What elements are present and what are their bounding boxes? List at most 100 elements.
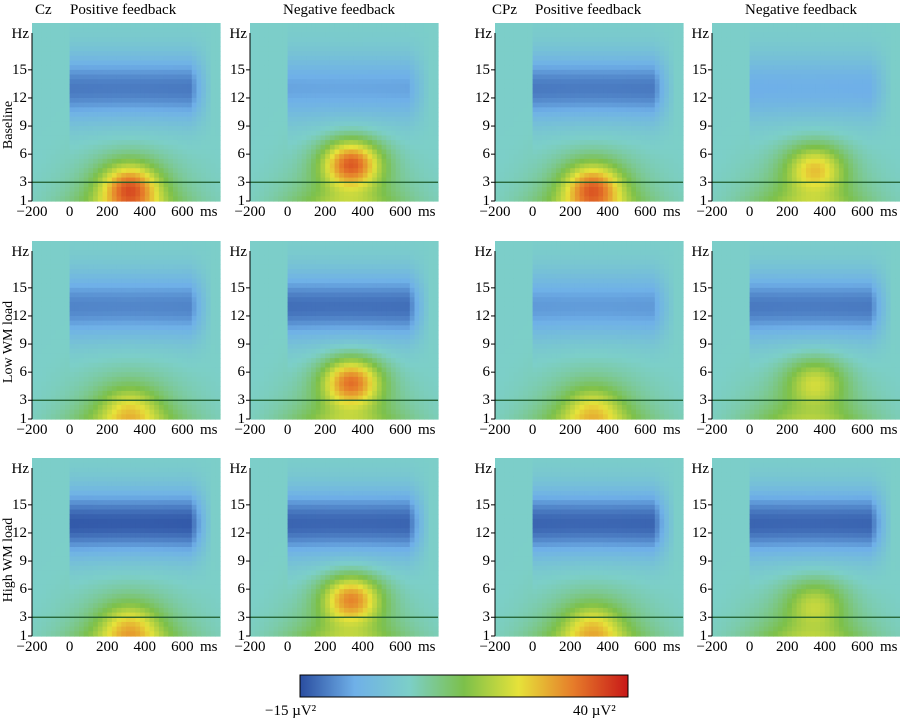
heatmap-cell	[278, 116, 284, 122]
heatmap-cell	[282, 140, 289, 146]
heatmap-cell	[348, 60, 354, 66]
heatmap-cell	[210, 46, 216, 52]
heatmap-cell	[41, 102, 47, 108]
heatmap-cell	[678, 116, 684, 122]
heatmap-cell	[287, 149, 293, 155]
heatmap-cell	[409, 102, 416, 108]
heatmap-cell	[158, 88, 165, 94]
heatmap-cell	[32, 186, 38, 193]
heatmap-cell	[173, 154, 179, 160]
heatmap-cell	[712, 27, 718, 33]
heatmap-cell	[730, 74, 737, 80]
heatmap-cell	[381, 126, 387, 132]
heatmap-cell	[55, 140, 61, 146]
heatmap-cell	[210, 196, 216, 202]
heatmap-cell	[177, 135, 183, 141]
heatmap-cell	[754, 140, 760, 146]
heatmap-cell	[419, 107, 425, 113]
heatmap-cell	[744, 23, 751, 29]
heatmap-cell	[205, 107, 212, 113]
heatmap-cell	[121, 135, 127, 141]
heatmap-cell	[603, 121, 609, 127]
heatmap-cell	[593, 65, 599, 71]
heatmap-cell	[409, 144, 416, 151]
heatmap-cell	[102, 126, 108, 132]
heatmap-cell	[570, 83, 576, 90]
heatmap-cell	[593, 126, 599, 132]
heatmap-cell	[527, 69, 534, 76]
heatmap-cell	[626, 46, 632, 52]
heatmap-cell	[334, 23, 340, 29]
heatmap-cell	[673, 55, 679, 62]
heatmap-cell	[546, 177, 552, 183]
heatmap-cell	[292, 186, 298, 193]
heatmap-cell	[523, 97, 529, 104]
heatmap-cell	[381, 93, 387, 99]
heatmap-cell	[650, 79, 656, 85]
heatmap-cell	[88, 172, 94, 179]
heatmap-cell	[650, 191, 656, 197]
heatmap-cell	[79, 191, 85, 197]
heatmap-cell	[645, 196, 651, 202]
heatmap-cell	[264, 191, 270, 197]
heatmap-cell	[301, 140, 307, 146]
heatmap-cell	[395, 69, 401, 76]
heatmap-cell	[297, 37, 303, 43]
heatmap-cell	[348, 102, 354, 108]
heatmap-cell	[409, 196, 416, 202]
heatmap-cell	[126, 130, 132, 137]
heatmap-cell	[617, 88, 623, 94]
heatmap-cell	[102, 186, 108, 193]
heatmap-cell	[716, 88, 722, 94]
heatmap-cell	[102, 60, 108, 66]
heatmap-cell	[278, 65, 284, 71]
heatmap-cell	[353, 102, 359, 108]
heatmap-cell	[254, 144, 260, 151]
heatmap-cell	[32, 51, 38, 57]
heatmap-cell	[149, 168, 155, 174]
heatmap-cell	[433, 93, 439, 99]
heatmap-cell	[140, 168, 146, 174]
heatmap-cell	[560, 196, 567, 202]
heatmap-cell	[168, 182, 174, 188]
heatmap-cell	[69, 46, 75, 52]
heatmap-cell	[191, 51, 198, 57]
heatmap-cell	[754, 41, 760, 48]
heatmap-cell	[409, 69, 416, 76]
heatmap-cell	[391, 51, 397, 57]
heatmap-cell	[607, 107, 614, 113]
heatmap-cell	[556, 158, 562, 165]
heatmap-cell	[278, 135, 284, 141]
heatmap-cell	[36, 27, 42, 33]
heatmap-cell	[659, 74, 665, 80]
heatmap-cell	[50, 60, 57, 66]
heatmap-cell	[376, 97, 383, 104]
heatmap-cell	[537, 97, 543, 104]
heatmap-cell	[111, 196, 118, 202]
heatmap-cell	[414, 27, 420, 33]
heatmap-cell	[79, 149, 85, 155]
heatmap-cell	[177, 149, 183, 155]
heatmap-cell	[187, 191, 193, 197]
heatmap-cell	[149, 51, 155, 57]
heatmap-cell	[97, 51, 104, 57]
heatmap-cell	[264, 121, 270, 127]
heatmap-cell	[754, 69, 760, 76]
heatmap-cell	[339, 55, 345, 62]
heatmap-cell	[532, 83, 538, 90]
heatmap-cell	[721, 65, 727, 71]
heatmap-cell	[626, 158, 632, 165]
heatmap-cell	[116, 55, 122, 62]
heatmap-cell	[584, 32, 590, 38]
heatmap-cell	[537, 32, 543, 38]
heatmap-cell	[744, 116, 751, 122]
heatmap-cell	[636, 126, 642, 132]
heatmap-cell	[607, 121, 614, 127]
heatmap-cell	[344, 41, 350, 48]
heatmap-cell	[111, 172, 118, 179]
heatmap-cell	[551, 93, 557, 99]
heatmap-cell	[60, 46, 66, 52]
heatmap-cell	[560, 60, 567, 66]
heatmap-cell	[32, 177, 38, 183]
heatmap-cell	[116, 168, 122, 174]
